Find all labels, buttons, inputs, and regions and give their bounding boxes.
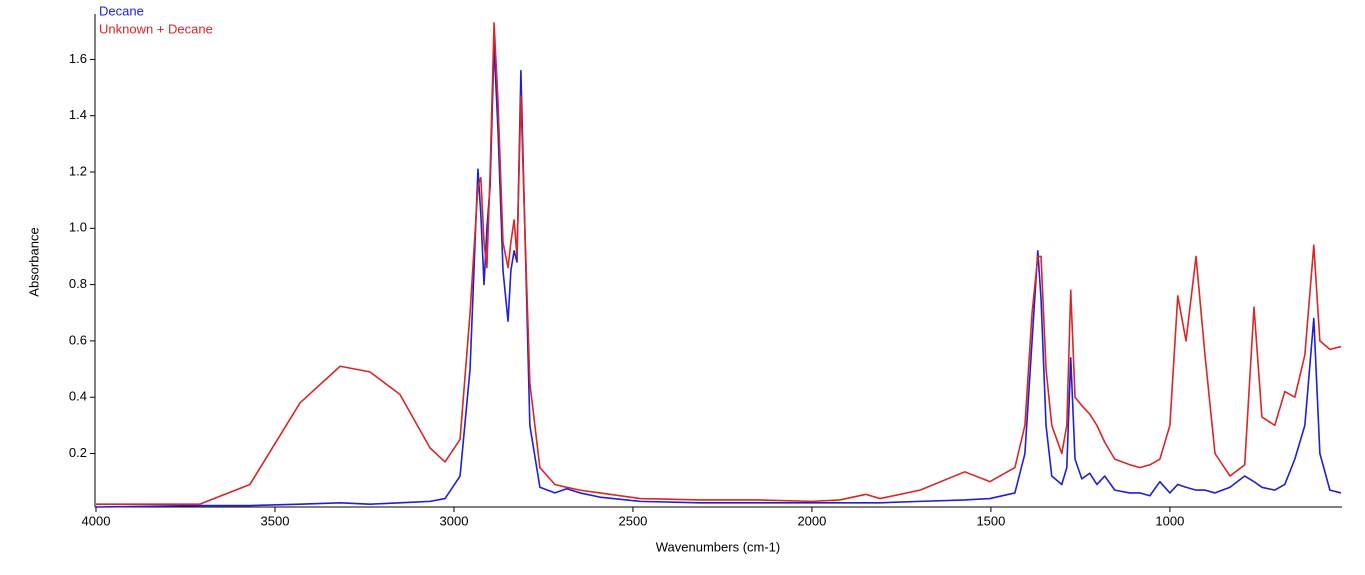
y-tick-label: 0.8 xyxy=(69,276,87,291)
series-line xyxy=(96,22,1342,505)
x-axis-label: Wavenumbers (cm-1) xyxy=(656,539,780,554)
x-tick-label: 3000 xyxy=(440,513,469,528)
x-tick-label: 2000 xyxy=(797,513,826,528)
legend-entry: Unknown + Decane xyxy=(99,21,213,36)
x-tick-label: 4000 xyxy=(82,513,111,528)
y-tick-label: 1.2 xyxy=(69,163,87,178)
x-tick-label: 2500 xyxy=(618,513,647,528)
x-tick-label: 3500 xyxy=(261,513,290,528)
y-tick-label: 0.6 xyxy=(69,332,87,347)
y-tick-label: 0.2 xyxy=(69,445,87,460)
x-tick-label: 1500 xyxy=(976,513,1005,528)
y-axis-label: Absorbance xyxy=(26,227,41,296)
y-tick-label: 1.6 xyxy=(69,51,87,66)
series-line xyxy=(95,44,1342,508)
y-tick-label: 1.0 xyxy=(69,220,87,235)
y-tick-label: 1.4 xyxy=(69,107,87,122)
legend-entry: Decane xyxy=(99,3,144,18)
y-tick-label: 0.4 xyxy=(69,389,87,404)
x-tick-label: 1000 xyxy=(1155,513,1184,528)
plot-area xyxy=(95,22,1342,508)
